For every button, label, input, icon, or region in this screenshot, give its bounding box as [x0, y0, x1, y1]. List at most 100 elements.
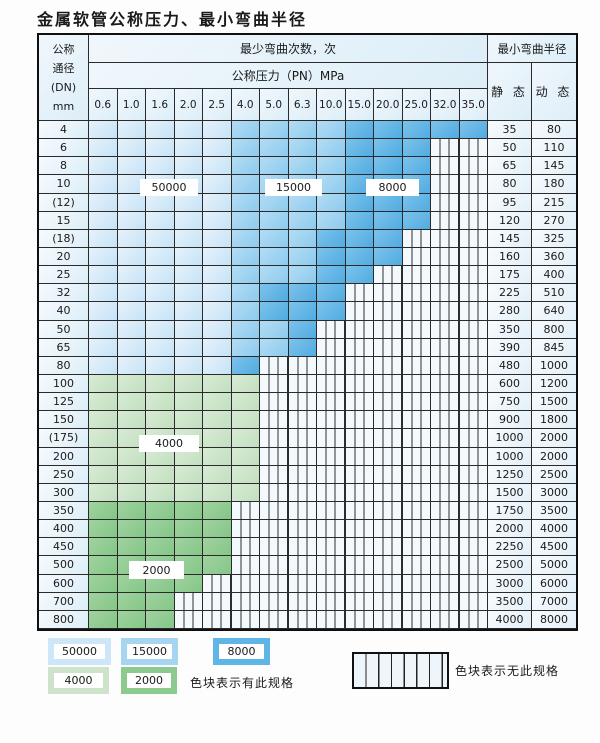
spec-cell-gpale: [203, 429, 232, 448]
spec-cell-pale: [174, 320, 203, 339]
no-spec-cell: [203, 574, 232, 593]
spec-cell-gpale: [89, 393, 118, 412]
dynamic-radius-cell: 7000: [532, 592, 576, 611]
no-spec-cell: [317, 610, 346, 629]
pressure-header-cell: 1.6: [146, 89, 175, 121]
no-spec-cell: [317, 393, 346, 412]
spec-cell-dark: [260, 284, 289, 303]
spec-cell-gpale: [146, 447, 175, 466]
static-radius-cell: 1250: [488, 465, 532, 484]
spec-cell-gmid: [89, 556, 118, 575]
table-body: 4 35 80 6 50 110 8 65 145 10 80 180 (12) 95 215 15 120 27…: [39, 121, 576, 629]
spec-cell-gmid: [174, 574, 203, 593]
spec-cell-mid: [231, 266, 260, 285]
no-spec-cell: [345, 393, 374, 412]
no-spec-cell: [288, 501, 317, 521]
dn-cell: 700: [39, 592, 89, 611]
spec-cell-gpale: [117, 374, 146, 394]
no-spec-cell: [431, 302, 460, 321]
spec-cell-gmid: [203, 501, 232, 521]
no-spec-cell: [260, 447, 289, 466]
spec-cell-mid: [231, 211, 260, 230]
spec-cell-pale: [89, 229, 118, 248]
table-row: 350 1750 3500: [39, 501, 576, 521]
no-spec-cell: [288, 483, 317, 502]
no-spec-cell: [431, 574, 460, 593]
no-spec-cell: [459, 520, 488, 539]
no-spec-cell: [288, 411, 317, 430]
no-spec-cell: [317, 411, 346, 430]
table-row: 200 1000 2000: [39, 447, 576, 466]
pressure-header-cell: 15.0: [345, 89, 374, 121]
spec-cell-pale: [146, 193, 175, 212]
spec-cell-gpale: [89, 374, 118, 394]
pressure-header-cell: 5.0: [260, 89, 289, 121]
no-spec-cell: [459, 429, 488, 448]
no-spec-cell: [317, 465, 346, 484]
table-row: 250 1250 2500: [39, 465, 576, 484]
spec-cell-mid: [231, 121, 260, 140]
legend-swatch-4000: 4000: [48, 667, 109, 694]
spec-cell-pale: [174, 302, 203, 321]
page-title: 金属软管公称压力、最小弯曲半径: [37, 10, 308, 29]
no-spec-cell: [203, 592, 232, 611]
table-row: 32 225 510: [39, 284, 576, 303]
no-spec-cell: [402, 429, 431, 448]
spec-cell-gmid: [146, 538, 175, 557]
spec-cell-mid: [288, 211, 317, 230]
no-spec-cell: [345, 556, 374, 575]
spec-cell-gpale: [203, 447, 232, 466]
pressure-header-cell: 1.0: [117, 89, 146, 121]
spec-cell-mid: [260, 139, 289, 158]
no-spec-cell: [345, 483, 374, 502]
spec-cell-pale: [203, 175, 232, 194]
spec-cell-pale: [203, 157, 232, 176]
spec-cell-pale: [89, 284, 118, 303]
table-row: 80 480 1000: [39, 356, 576, 375]
dynamic-radius-cell: 80: [532, 121, 576, 140]
no-spec-cell: [459, 556, 488, 575]
dn-cell: (18): [39, 229, 89, 248]
spec-cell-gmid: [89, 520, 118, 539]
spec-cell-gpale: [89, 411, 118, 430]
spec-cell-gmid: [146, 501, 175, 521]
dn-cell: 250: [39, 465, 89, 484]
nominal-pressure-header: 公称压力（PN）MPa: [89, 63, 488, 89]
no-spec-cell: [288, 356, 317, 375]
no-spec-cell: [431, 538, 460, 557]
spec-cell-mid: [288, 157, 317, 176]
table-row: 8 65 145: [39, 157, 576, 176]
table-row: 20 160 360: [39, 247, 576, 267]
no-spec-cell: [374, 338, 403, 357]
static-radius-cell: 80: [488, 175, 532, 194]
no-spec-cell: [431, 266, 460, 285]
table-row: 100 600 1200: [39, 374, 576, 394]
no-spec-cell: [260, 610, 289, 629]
static-radius-cell: 120: [488, 211, 532, 230]
table-row: 700 3500 7000: [39, 592, 576, 611]
pressure-header-cell: 0.6: [89, 89, 118, 121]
spec-cell-dark: [345, 121, 374, 140]
dn-cell: 125: [39, 393, 89, 412]
spec-cell-gpale: [146, 393, 175, 412]
spec-cell-mid: [231, 247, 260, 267]
no-spec-cell: [231, 556, 260, 575]
no-spec-cell: [260, 538, 289, 557]
corner-header-line: 通径: [52, 61, 75, 75]
no-spec-cell: [402, 374, 431, 394]
spec-cell-gpale: [174, 483, 203, 502]
no-spec-cell: [203, 610, 232, 629]
spec-cell-pale: [174, 193, 203, 212]
spec-cell-pale: [89, 139, 118, 158]
spec-cell-gpale: [117, 483, 146, 502]
no-spec-cell: [288, 465, 317, 484]
no-spec-cell: [174, 610, 203, 629]
no-spec-cell: [374, 538, 403, 557]
spec-cell-dark: [374, 247, 403, 267]
static-radius-cell: 480: [488, 356, 532, 375]
spec-cell-pale: [203, 139, 232, 158]
no-spec-cell: [288, 574, 317, 593]
spec-cell-gpale: [231, 429, 260, 448]
spec-cell-mid: [231, 320, 260, 339]
cycles-label-50000: 50000: [140, 179, 198, 196]
